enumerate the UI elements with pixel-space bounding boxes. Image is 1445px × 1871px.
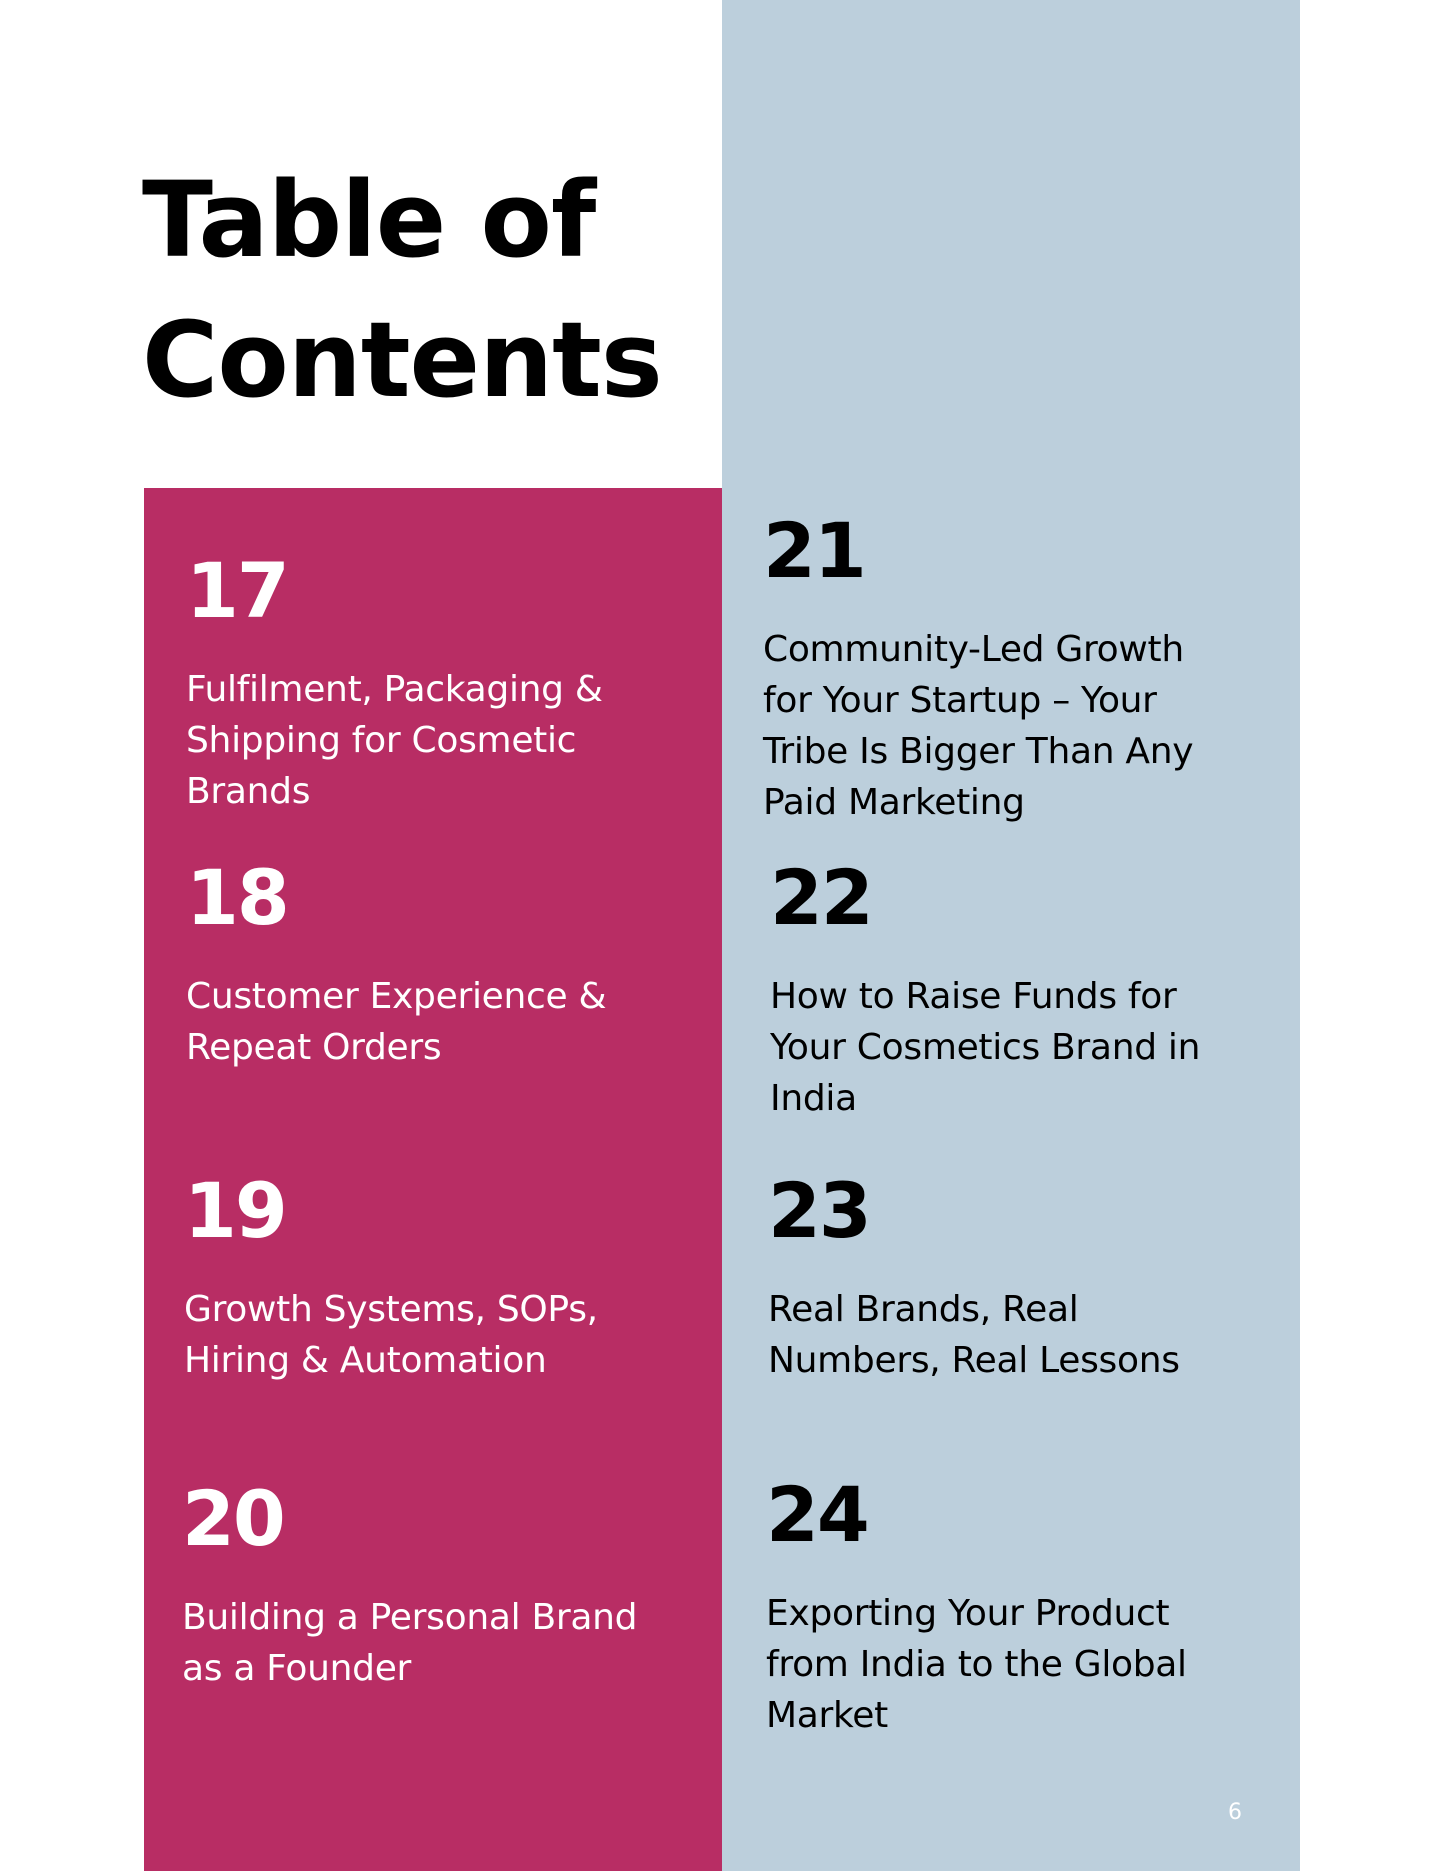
toc-entry-number: 22 (770, 853, 874, 942)
right-blue-panel (722, 0, 1300, 1871)
toc-entry-title: Real Brands, Real Numbers, Real Lessons (768, 1289, 1180, 1381)
toc-entry-number: 20 (182, 1474, 286, 1563)
toc-entry-title: Building a Personal Brand as a Founder (182, 1597, 638, 1689)
toc-entry-17[interactable]: 17 Fulfilment, Packaging & Shipping for … (186, 546, 656, 817)
toc-entry-title: Customer Experience & Repeat Orders (186, 976, 607, 1068)
toc-entry-number: 23 (768, 1166, 872, 1255)
toc-entry-number: 18 (186, 853, 290, 942)
toc-entry-19[interactable]: 19 Growth Systems, SOPs, Hiring & Automa… (184, 1166, 654, 1386)
toc-entry-20[interactable]: 20 Building a Personal Brand as a Founde… (182, 1474, 652, 1694)
toc-entry-number: 17 (186, 546, 290, 635)
toc-entry-number: 21 (763, 506, 867, 595)
page-title-line-2: Contents (142, 299, 663, 421)
left-pink-panel (144, 488, 722, 1871)
toc-entry-22[interactable]: 22 How to Raise Funds for Your Cosmetics… (770, 853, 1240, 1124)
page-title: Table of Contents (142, 150, 663, 430)
toc-entry-number: 24 (766, 1470, 870, 1559)
toc-entry-title: How to Raise Funds for Your Cosmetics Br… (770, 976, 1201, 1119)
toc-entry-title: Community-Led Growth for Your Startup – … (763, 629, 1194, 823)
toc-entry-23[interactable]: 23 Real Brands, Real Numbers, Real Lesso… (768, 1166, 1238, 1386)
toc-entry-title: Growth Systems, SOPs, Hiring & Automatio… (184, 1289, 598, 1381)
page-number: 6 (1228, 1800, 1242, 1825)
toc-entry-title: Fulfilment, Packaging & Shipping for Cos… (186, 669, 603, 812)
toc-entry-24[interactable]: 24 Exporting Your Product from India to … (766, 1470, 1236, 1741)
page-title-line-1: Table of (142, 159, 596, 281)
toc-entry-title: Exporting Your Product from India to the… (766, 1593, 1187, 1736)
toc-entry-number: 19 (184, 1166, 288, 1255)
toc-entry-18[interactable]: 18 Customer Experience & Repeat Orders (186, 853, 656, 1073)
toc-entry-21[interactable]: 21 Community-Led Growth for Your Startup… (763, 506, 1233, 828)
